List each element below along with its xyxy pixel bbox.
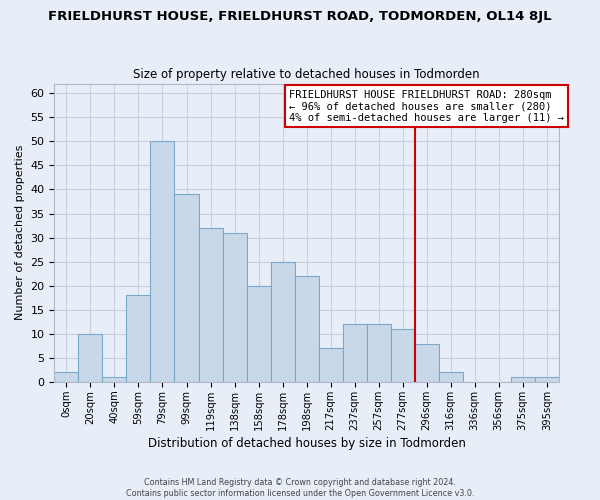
Bar	[199, 228, 223, 382]
Bar	[295, 276, 319, 382]
Bar	[511, 377, 535, 382]
Bar	[151, 142, 175, 382]
Bar	[367, 324, 391, 382]
Bar	[391, 329, 415, 382]
Title: Size of property relative to detached houses in Todmorden: Size of property relative to detached ho…	[133, 68, 480, 81]
Y-axis label: Number of detached properties: Number of detached properties	[15, 145, 25, 320]
Bar	[55, 372, 79, 382]
Bar	[247, 286, 271, 382]
Text: FRIELDHURST HOUSE FRIELDHURST ROAD: 280sqm
← 96% of detached houses are smaller : FRIELDHURST HOUSE FRIELDHURST ROAD: 280s…	[289, 90, 564, 122]
Bar	[439, 372, 463, 382]
Bar	[175, 194, 199, 382]
Bar	[535, 377, 559, 382]
X-axis label: Distribution of detached houses by size in Todmorden: Distribution of detached houses by size …	[148, 437, 466, 450]
Bar	[343, 324, 367, 382]
Bar	[415, 344, 439, 382]
Bar	[103, 377, 127, 382]
Bar	[223, 233, 247, 382]
Bar	[319, 348, 343, 382]
Text: FRIELDHURST HOUSE, FRIELDHURST ROAD, TODMORDEN, OL14 8JL: FRIELDHURST HOUSE, FRIELDHURST ROAD, TOD…	[48, 10, 552, 23]
Text: Contains HM Land Registry data © Crown copyright and database right 2024.
Contai: Contains HM Land Registry data © Crown c…	[126, 478, 474, 498]
Bar	[271, 262, 295, 382]
Bar	[79, 334, 103, 382]
Bar	[127, 296, 151, 382]
